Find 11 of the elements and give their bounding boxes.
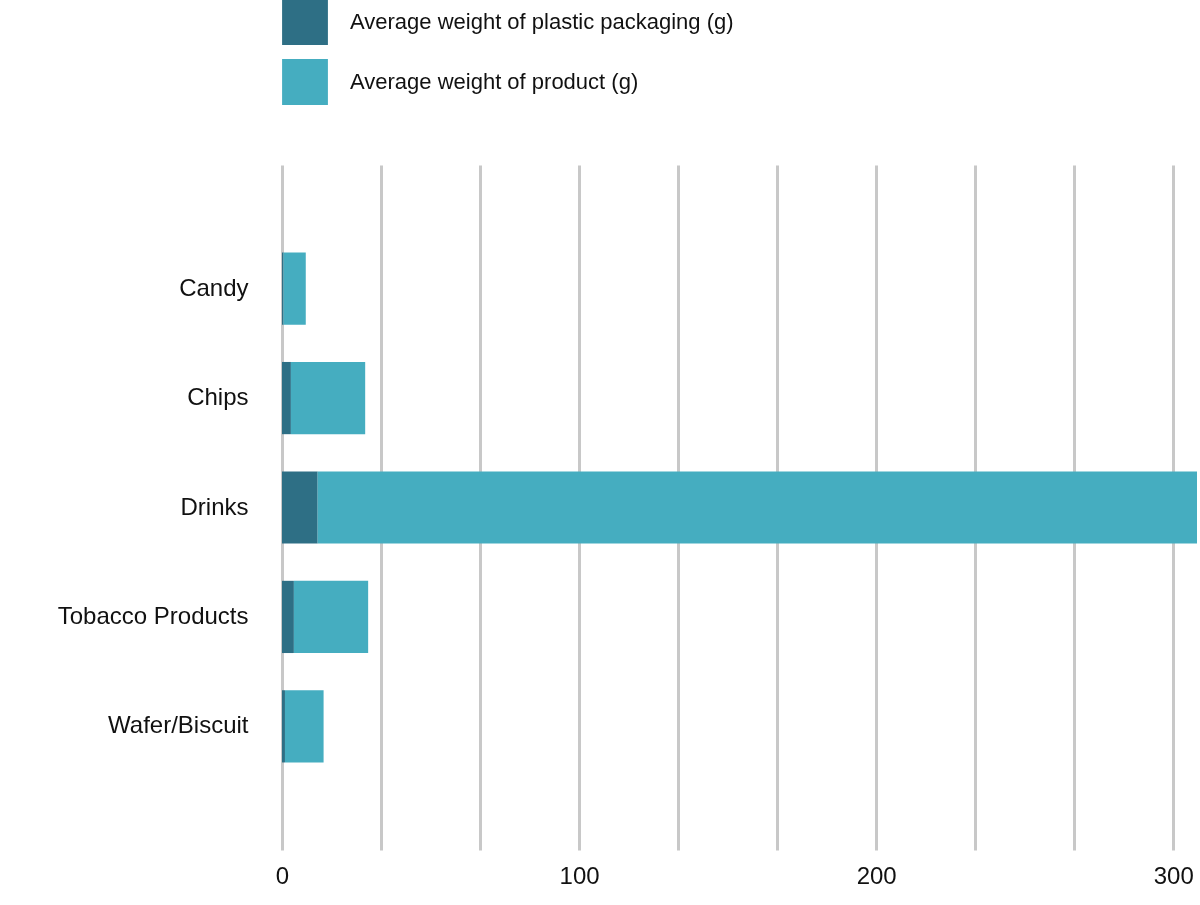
x-tick-label: 300 [1153, 861, 1194, 889]
y-tick-label: Drinks [180, 492, 249, 520]
legend-label: Average weight of plastic packaging (g) [350, 9, 734, 34]
x-tick-label: 100 [559, 861, 600, 889]
y-tick-label: Candy [179, 273, 249, 301]
legend-label: Average weight of product (g) [350, 69, 639, 94]
x-tick-label: 200 [856, 861, 897, 889]
y-tick-label: Tobacco Products [57, 601, 249, 629]
x-tick-label: 0 [275, 861, 290, 889]
y-tick-label: Chips [187, 383, 249, 411]
y-tick-label: Wafer/Biscuit [108, 711, 249, 739]
